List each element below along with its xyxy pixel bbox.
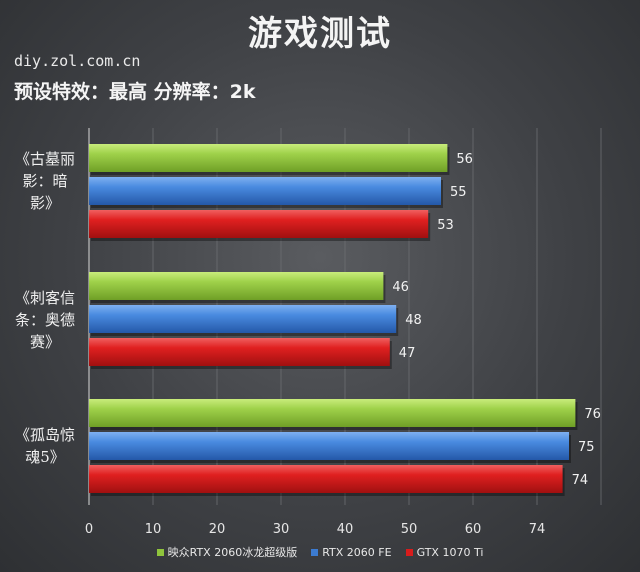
legend-swatch: [311, 548, 319, 556]
x-tick-label: 10: [145, 522, 162, 537]
legend-label: RTX 2060 FE: [322, 545, 392, 559]
data-label: 74: [572, 473, 589, 488]
x-tick-label: 60: [465, 522, 482, 537]
bar: [89, 305, 397, 333]
bar: [89, 432, 569, 460]
category-label: 《孤岛惊魂5》: [6, 424, 84, 468]
data-label: 47: [399, 346, 416, 361]
legend-item: GTX 1070 Ti: [405, 544, 484, 560]
category-label: 《刺客信条：奥德赛》: [6, 287, 84, 353]
category-label-line: 《古墓丽: [14, 150, 75, 168]
chart-title: 游戏测试: [248, 14, 392, 54]
bar: [89, 177, 441, 205]
bar: [89, 338, 390, 366]
category-label-line: 影：暗: [22, 172, 68, 190]
bar: [89, 465, 563, 493]
category-label-line: 影》: [29, 194, 60, 212]
category-label-line: 《刺客信: [14, 289, 75, 307]
chart-legend: 映众RTX 2060冰龙超级版 RTX 2060 FE GTX 1070 Ti: [0, 544, 640, 560]
x-tick-label: 50: [401, 522, 418, 537]
data-label: 53: [437, 218, 454, 233]
category-label-line: 赛》: [29, 333, 60, 351]
x-tick-label: 30: [273, 522, 290, 537]
legend-swatch: [156, 548, 164, 556]
bar: [89, 210, 429, 238]
data-label: 76: [584, 407, 601, 422]
legend-label: 映众RTX 2060冰龙超级版: [167, 546, 298, 559]
bar: [89, 144, 448, 172]
x-tick-label: 0: [85, 522, 93, 537]
legend-item: RTX 2060 FE: [311, 544, 392, 560]
data-label: 46: [392, 280, 409, 295]
category-label: 《古墓丽影：暗影》: [6, 148, 84, 214]
settings-subtitle: 预设特效：最高 分辨率：2k: [14, 81, 256, 103]
data-label: 55: [450, 185, 467, 200]
data-label: 56: [456, 152, 473, 167]
legend-item: 映众RTX 2060冰龙超级版: [156, 544, 298, 560]
x-tick-label: 40: [337, 522, 354, 537]
bar: [89, 399, 576, 427]
bar: [89, 272, 384, 300]
legend-label: GTX 1070 Ti: [416, 545, 484, 559]
x-tick-label: 20: [209, 522, 226, 537]
x-tick-label: 74: [529, 522, 546, 537]
site-url: diy.zol.com.cn: [14, 52, 141, 70]
category-label-line: 条：奥德: [14, 311, 75, 329]
legend-swatch: [405, 548, 413, 556]
data-label: 75: [578, 440, 595, 455]
category-label-line: 《孤岛惊: [14, 426, 75, 444]
data-label: 48: [405, 313, 422, 328]
category-label-line: 魂5》: [25, 448, 65, 466]
